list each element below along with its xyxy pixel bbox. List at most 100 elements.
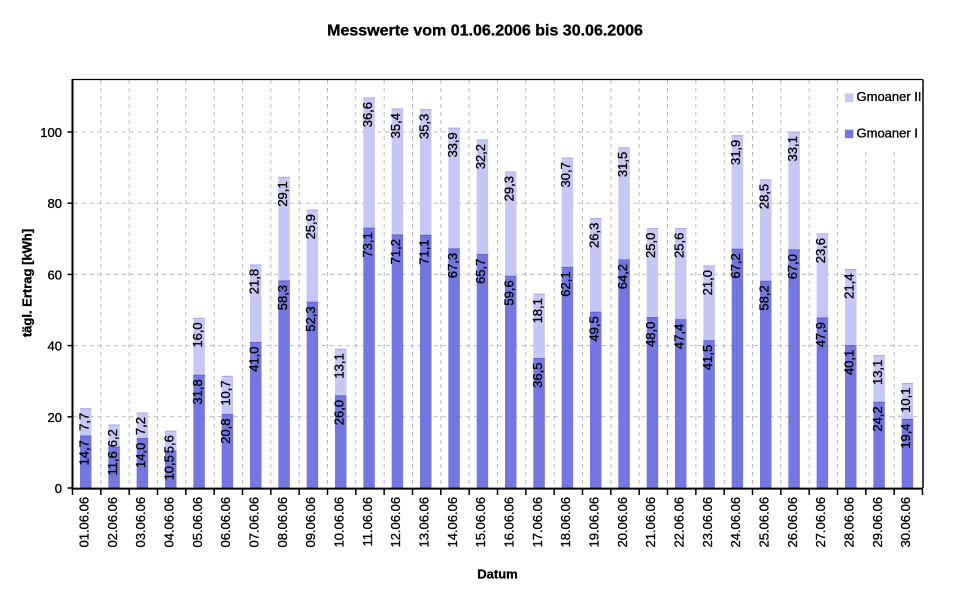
svg-text:21.06.06: 21.06.06	[643, 497, 658, 548]
svg-text:60: 60	[48, 267, 62, 282]
svg-text:64,2: 64,2	[615, 264, 630, 289]
svg-text:29.06.06: 29.06.06	[870, 497, 885, 548]
svg-text:67,0: 67,0	[785, 254, 800, 279]
svg-text:10,1: 10,1	[898, 387, 913, 412]
svg-text:19,4: 19,4	[898, 423, 913, 448]
svg-text:21,8: 21,8	[247, 269, 262, 294]
svg-text:52,3: 52,3	[303, 306, 318, 331]
svg-text:24,2: 24,2	[870, 406, 885, 431]
svg-text:7,7: 7,7	[77, 413, 92, 431]
svg-text:100: 100	[40, 125, 62, 140]
svg-text:35,3: 35,3	[417, 114, 432, 139]
svg-text:tägl. Ertrag [kWh]: tägl. Ertrag [kWh]	[19, 229, 34, 337]
svg-text:28.06.06: 28.06.06	[842, 497, 857, 548]
svg-text:67,2: 67,2	[728, 253, 743, 278]
svg-text:14.06.06: 14.06.06	[445, 497, 460, 548]
svg-text:17.06.06: 17.06.06	[530, 497, 545, 548]
svg-text:20.06.06: 20.06.06	[615, 497, 630, 548]
svg-text:0: 0	[55, 481, 62, 496]
svg-text:23.06.06: 23.06.06	[700, 497, 715, 548]
svg-text:18,1: 18,1	[530, 298, 545, 323]
svg-text:01.06.06: 01.06.06	[77, 497, 92, 548]
svg-text:41,5: 41,5	[700, 345, 715, 370]
svg-text:26.06.06: 26.06.06	[785, 497, 800, 548]
svg-text:27.06.06: 27.06.06	[813, 497, 828, 548]
svg-text:47,4: 47,4	[672, 324, 687, 349]
svg-text:47,9: 47,9	[813, 322, 828, 347]
svg-text:5,6: 5,6	[162, 435, 177, 453]
svg-text:6,2: 6,2	[105, 429, 120, 447]
svg-text:49,5: 49,5	[587, 316, 602, 341]
svg-text:08.06.06: 08.06.06	[275, 497, 290, 548]
svg-text:11,6: 11,6	[105, 451, 120, 475]
svg-text:13,1: 13,1	[870, 360, 885, 385]
svg-text:05.06.06: 05.06.06	[190, 497, 205, 548]
svg-text:48,0: 48,0	[643, 322, 658, 347]
svg-text:10.06.06: 10.06.06	[332, 497, 347, 548]
svg-text:13,1: 13,1	[332, 353, 347, 378]
svg-text:29,1: 29,1	[275, 181, 290, 206]
svg-text:02.06.06: 02.06.06	[105, 497, 120, 548]
svg-text:40,1: 40,1	[842, 350, 857, 375]
svg-text:25,6: 25,6	[672, 233, 687, 258]
svg-text:21,4: 21,4	[842, 274, 857, 299]
svg-text:36,6: 36,6	[360, 102, 375, 127]
svg-text:16,0: 16,0	[190, 322, 205, 347]
svg-text:30,7: 30,7	[558, 162, 573, 187]
svg-text:Gmoaner II: Gmoaner II	[857, 89, 922, 104]
svg-text:31,5: 31,5	[615, 152, 630, 177]
svg-text:25,9: 25,9	[303, 214, 318, 239]
svg-text:32,2: 32,2	[473, 144, 488, 169]
svg-text:40: 40	[48, 339, 62, 354]
svg-text:33,9: 33,9	[445, 132, 460, 157]
svg-text:09.06.06: 09.06.06	[303, 497, 318, 548]
svg-text:23,6: 23,6	[813, 238, 828, 263]
svg-text:59,6: 59,6	[502, 280, 517, 305]
svg-text:03.06.06: 03.06.06	[133, 497, 148, 548]
svg-text:25,0: 25,0	[643, 233, 658, 258]
svg-text:Messwerte vom 01.06.2006 bis 3: Messwerte vom 01.06.2006 bis 30.06.2006	[327, 23, 643, 40]
svg-text:58,2: 58,2	[757, 285, 772, 310]
svg-text:13.06.06: 13.06.06	[417, 497, 432, 548]
svg-text:12.06.06: 12.06.06	[388, 497, 403, 548]
svg-text:11.06.06: 11.06.06	[360, 497, 375, 547]
svg-text:16.06.06: 16.06.06	[502, 497, 517, 548]
svg-text:10,5: 10,5	[162, 455, 177, 480]
svg-text:25.06.06: 25.06.06	[757, 497, 772, 548]
svg-text:20: 20	[48, 410, 62, 425]
svg-text:65,7: 65,7	[473, 259, 488, 284]
svg-text:33,1: 33,1	[785, 136, 800, 161]
svg-text:62,1: 62,1	[558, 271, 573, 296]
svg-text:29,3: 29,3	[502, 176, 517, 201]
svg-text:28,5: 28,5	[757, 184, 772, 209]
svg-text:07.06.06: 07.06.06	[247, 497, 262, 548]
svg-text:04.06.06: 04.06.06	[162, 497, 177, 548]
svg-text:24.06.06: 24.06.06	[728, 497, 743, 548]
svg-text:18.06.06: 18.06.06	[558, 497, 573, 548]
svg-text:Gmoaner I: Gmoaner I	[857, 125, 918, 140]
svg-text:19.06.06: 19.06.06	[587, 497, 602, 548]
svg-text:14,7: 14,7	[77, 440, 92, 465]
svg-text:35,4: 35,4	[388, 113, 403, 138]
svg-text:Datum: Datum	[477, 567, 517, 582]
svg-text:58,3: 58,3	[275, 285, 290, 310]
svg-text:41,0: 41,0	[247, 347, 262, 372]
svg-text:31,9: 31,9	[728, 140, 743, 165]
svg-text:67,3: 67,3	[445, 253, 460, 278]
svg-text:7,2: 7,2	[133, 417, 148, 435]
svg-text:14,0: 14,0	[133, 443, 148, 468]
svg-text:21,0: 21,0	[700, 270, 715, 295]
svg-text:71,2: 71,2	[388, 239, 403, 264]
svg-text:26,3: 26,3	[587, 223, 602, 248]
svg-text:30.06.06: 30.06.06	[898, 497, 913, 548]
svg-text:15.06.06: 15.06.06	[473, 497, 488, 548]
svg-text:26,0: 26,0	[332, 400, 347, 425]
svg-text:22.06.06: 22.06.06	[672, 497, 687, 548]
svg-text:10,7: 10,7	[218, 380, 233, 405]
svg-text:06.06.06: 06.06.06	[218, 497, 233, 548]
svg-text:80: 80	[48, 196, 62, 211]
svg-text:36,5: 36,5	[530, 363, 545, 388]
svg-text:71,1: 71,1	[417, 239, 432, 264]
svg-text:31,8: 31,8	[190, 379, 205, 404]
svg-text:73,1: 73,1	[360, 232, 375, 257]
